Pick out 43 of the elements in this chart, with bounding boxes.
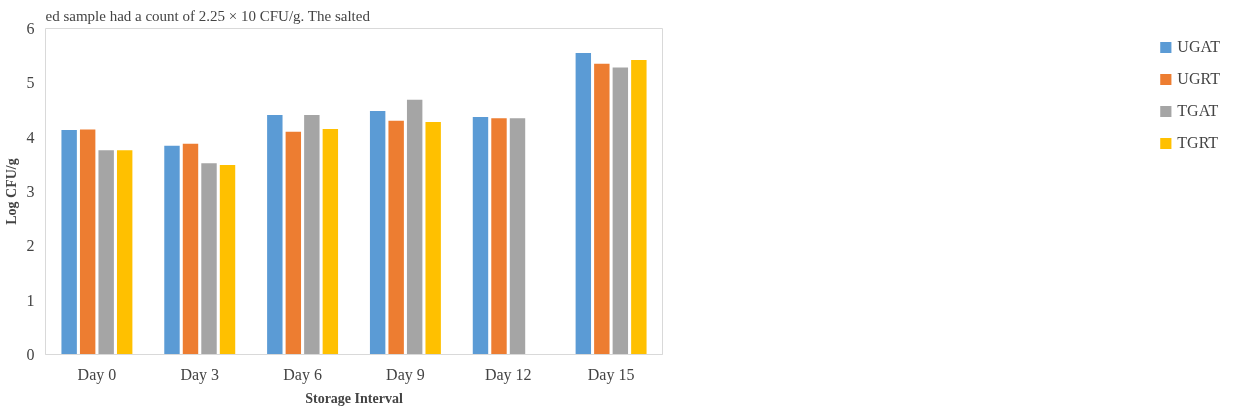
bar	[369, 111, 386, 355]
legend-label: TGAT	[1177, 102, 1219, 120]
legend-label: UGAT	[1177, 38, 1220, 56]
bar	[388, 120, 404, 355]
bar	[631, 60, 647, 355]
y-tick-label: 4	[26, 128, 35, 146]
x-axis-title: Storage Interval	[305, 390, 403, 406]
bar	[304, 114, 320, 355]
x-tick-label: Day 15	[587, 365, 635, 384]
y-tick-label: 6	[26, 20, 35, 37]
y-tick-label: 3	[26, 183, 35, 200]
x-tick-label: Day 0	[77, 365, 117, 384]
legend-label: UGRT	[1177, 70, 1220, 88]
x-tick-label: Day 3	[180, 365, 220, 384]
bar	[201, 163, 217, 355]
bar	[472, 117, 489, 355]
y-tick-label: 0	[26, 346, 35, 363]
y-tick-label: 5	[26, 74, 35, 92]
bar	[164, 145, 180, 355]
bar	[285, 131, 302, 355]
y-axis-title: Log CFU/g	[3, 158, 19, 225]
bar	[116, 150, 133, 355]
bar	[322, 129, 339, 355]
bar	[425, 121, 441, 355]
x-tick-label: Day 12	[484, 365, 532, 384]
bar	[575, 52, 592, 355]
y-tick-label: 2	[26, 237, 35, 255]
bar	[406, 99, 423, 355]
bar	[79, 129, 96, 355]
bar	[219, 164, 236, 355]
y-tick-label: 1	[26, 291, 35, 309]
bar	[98, 150, 114, 355]
x-tick-label: Day 6	[283, 365, 322, 384]
bar	[491, 118, 507, 355]
x-tick-label: Day 9	[386, 365, 425, 384]
bar	[61, 130, 77, 355]
text: ed sample had a count of 2.25 × 10 CFU/g. The salted	[45, 7, 371, 24]
bar	[182, 143, 199, 355]
bar	[509, 118, 526, 355]
bar	[594, 63, 610, 355]
bar	[612, 67, 629, 355]
bar	[267, 114, 283, 355]
legend-label: TGRT	[1177, 134, 1219, 152]
